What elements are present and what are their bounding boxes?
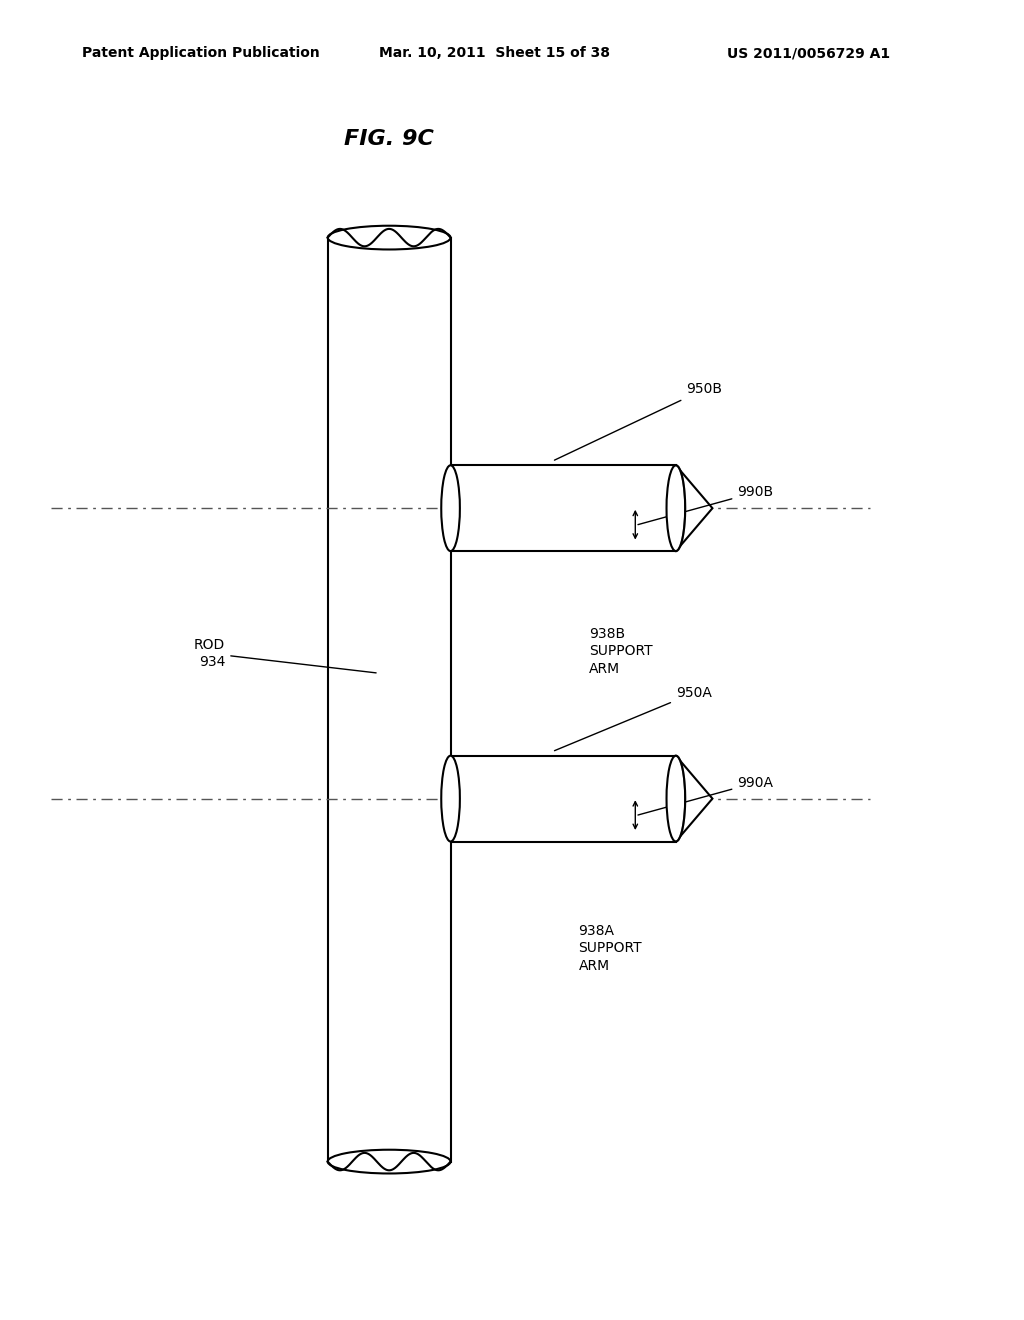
Polygon shape	[676, 466, 713, 552]
Text: ROD
934: ROD 934	[194, 639, 376, 673]
Ellipse shape	[328, 1150, 451, 1173]
Ellipse shape	[667, 466, 685, 552]
Text: 938B
SUPPORT
ARM: 938B SUPPORT ARM	[589, 627, 652, 676]
Text: 990A: 990A	[638, 776, 773, 814]
Text: 990B: 990B	[638, 486, 773, 524]
Text: Mar. 10, 2011  Sheet 15 of 38: Mar. 10, 2011 Sheet 15 of 38	[379, 46, 610, 61]
Polygon shape	[451, 466, 676, 552]
Text: FIG. 9C: FIG. 9C	[344, 128, 434, 149]
Ellipse shape	[441, 466, 460, 552]
Text: US 2011/0056729 A1: US 2011/0056729 A1	[727, 46, 890, 61]
Polygon shape	[676, 755, 713, 842]
Ellipse shape	[441, 755, 460, 842]
Polygon shape	[451, 755, 676, 842]
Text: Patent Application Publication: Patent Application Publication	[82, 46, 319, 61]
Polygon shape	[328, 238, 451, 1162]
Ellipse shape	[667, 755, 685, 842]
Ellipse shape	[328, 226, 451, 249]
Text: 950B: 950B	[554, 383, 722, 461]
Text: 938A
SUPPORT
ARM: 938A SUPPORT ARM	[579, 924, 642, 973]
Text: 950A: 950A	[555, 686, 712, 751]
